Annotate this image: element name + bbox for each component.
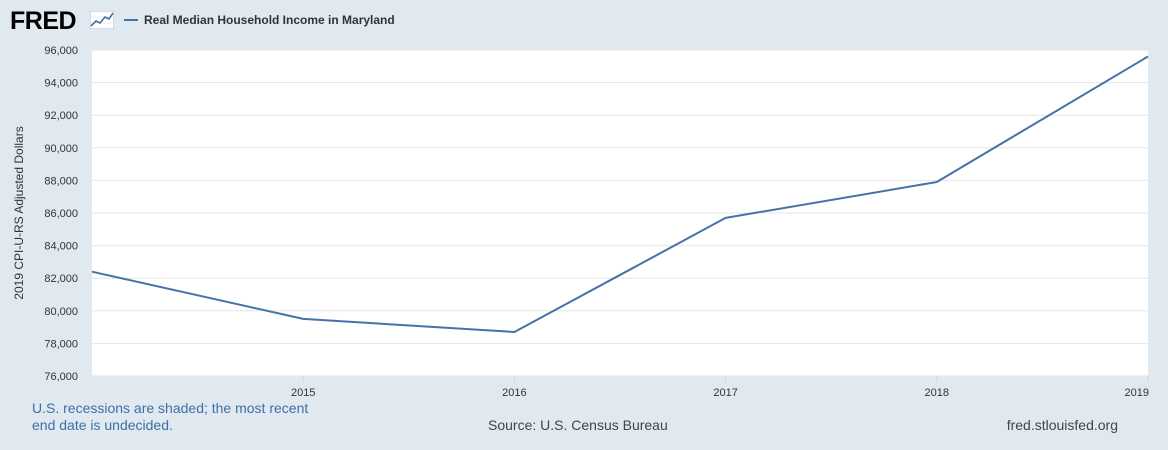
- data-point[interactable]: [1142, 51, 1154, 63]
- y-tick-label: 94,000: [44, 78, 78, 90]
- x-tick-label: 2019: [1125, 387, 1149, 399]
- data-point[interactable]: [86, 266, 98, 278]
- legend-series-swatch: [124, 19, 138, 21]
- data-point[interactable]: [297, 313, 309, 325]
- y-axis-label: 2019 CPI-U-RS Adjusted Dollars: [12, 126, 26, 299]
- x-tick-label: 2018: [925, 387, 949, 399]
- y-tick-label: 92,000: [44, 110, 78, 122]
- y-tick-label: 88,000: [44, 175, 78, 187]
- y-tick-label: 86,000: [44, 208, 78, 220]
- fred-url-link[interactable]: fred.stlouisfed.org: [1006, 417, 1118, 433]
- recession-note[interactable]: U.S. recessions are shaded; the most rec…: [32, 400, 309, 433]
- y-tick-label: 84,000: [44, 241, 78, 253]
- data-point[interactable]: [720, 212, 732, 224]
- x-tick-label: 2015: [291, 387, 315, 399]
- source-text: Source: U.S. Census Bureau: [488, 417, 668, 433]
- y-tick-label: 78,000: [44, 338, 78, 350]
- series-line[interactable]: [91, 55, 1149, 333]
- legend-series-label: Real Median Household Income in Maryland: [144, 13, 395, 27]
- data-point[interactable]: [508, 326, 520, 338]
- line-chart-icon: [90, 11, 114, 29]
- data-point[interactable]: [931, 176, 943, 188]
- y-tick-label: 90,000: [44, 143, 78, 155]
- y-tick-label: 80,000: [44, 306, 78, 318]
- x-tick-label: 2016: [502, 387, 526, 399]
- y-tick-label: 82,000: [44, 273, 78, 285]
- chart-legend: Real Median Household Income in Maryland: [124, 12, 395, 28]
- y-tick-label: 76,000: [44, 371, 78, 383]
- x-tick-label: 2017: [713, 387, 737, 399]
- y-tick-label: 96,000: [44, 45, 78, 57]
- fred-logo[interactable]: FRED: [10, 7, 77, 35]
